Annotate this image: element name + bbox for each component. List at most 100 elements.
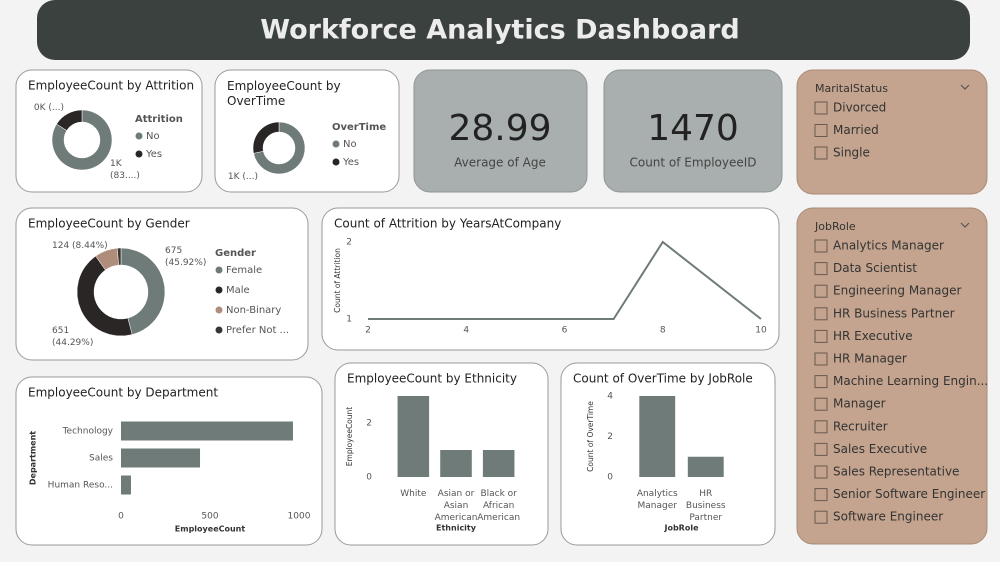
- x-axis-label: EmployeeCount: [175, 525, 246, 534]
- x-tick-label: Asian or Asian American: [435, 489, 478, 523]
- slicer-checkbox[interactable]: [814, 420, 828, 434]
- slicer-checkbox[interactable]: [814, 465, 828, 479]
- kpi-value: 28.99: [448, 108, 551, 149]
- slicer-item[interactable]: Data Scientist: [833, 261, 917, 275]
- legend-title: Attrition: [135, 114, 183, 125]
- bar: [121, 475, 131, 495]
- slicer-item[interactable]: Divorced: [833, 101, 886, 115]
- slicer-checkbox[interactable]: [814, 442, 828, 456]
- legend-label: Non-Binary: [226, 305, 281, 316]
- header-bar: [37, 0, 970, 60]
- slicer-item[interactable]: Machine Learning Engin...: [833, 374, 988, 388]
- y-axis-label: Count of OverTime: [586, 401, 595, 472]
- bar: [397, 396, 430, 477]
- chart-title: EmployeeCount by OverTime: [227, 79, 341, 108]
- legend-swatch: [135, 150, 143, 158]
- y-axis-label: EmployeeCount: [345, 407, 354, 466]
- chart-title: Count of OverTime by JobRole: [573, 372, 753, 386]
- y-tick-label: 2: [366, 419, 372, 429]
- x-tick-label: Black or African American: [477, 489, 520, 523]
- kpi-label: Average of Age: [454, 156, 546, 170]
- slicer-item[interactable]: Analytics Manager: [833, 239, 944, 253]
- donut-slice: [116, 247, 122, 266]
- donut-slice: [56, 109, 83, 131]
- data-label: 1K (83....): [110, 159, 140, 181]
- x-tick-label: White: [400, 489, 427, 499]
- y-axis-label: Count of Attrition: [333, 248, 342, 313]
- slicer-item[interactable]: HR Business Partner: [833, 306, 955, 320]
- slicer-item[interactable]: Engineering Manager: [833, 284, 961, 298]
- slicer-item[interactable]: Married: [833, 123, 879, 137]
- slicer-checkbox[interactable]: [814, 329, 828, 343]
- slicer-checkbox[interactable]: [814, 124, 828, 137]
- slicer-chevron[interactable]: [960, 84, 970, 90]
- x-tick-label: HR Business Partner: [686, 489, 726, 523]
- legend-label: Yes: [145, 149, 162, 160]
- slicer-title: JobRole: [814, 220, 856, 233]
- y-tick-label: 4: [607, 392, 613, 402]
- kpi-label: Count of EmployeeID: [629, 156, 756, 170]
- legend-label: Male: [226, 285, 250, 296]
- slicer-item[interactable]: HR Manager: [833, 352, 907, 366]
- slicer-checkbox[interactable]: [814, 352, 828, 366]
- y-tick-label: 2: [607, 432, 613, 442]
- data-label: 124 (8.44%): [52, 241, 108, 251]
- dashboard-title: Workforce Analytics Dashboard: [260, 15, 739, 46]
- legend-swatch: [135, 132, 143, 140]
- donut-slice: [120, 247, 166, 335]
- slicer-chevron[interactable]: [960, 222, 970, 228]
- legend-swatch: [332, 158, 340, 166]
- donut-slice: [51, 109, 113, 171]
- legend-label: Yes: [342, 157, 359, 168]
- slicer-checkbox[interactable]: [814, 375, 828, 389]
- legend-swatch: [215, 326, 223, 334]
- data-label: 651 (44.29%): [52, 326, 93, 348]
- slicer-checkbox[interactable]: [814, 488, 828, 502]
- x-tick-label: 500: [201, 512, 218, 522]
- x-axis-label: Ethnicity: [436, 524, 477, 533]
- legend-swatch: [215, 286, 223, 294]
- y-tick-label: 1: [346, 315, 352, 325]
- slicer-checkbox[interactable]: [814, 307, 828, 321]
- data-label: 675 (45.92%): [165, 246, 206, 268]
- slicer-item[interactable]: Manager: [833, 397, 886, 411]
- slicer-item[interactable]: Single: [833, 146, 870, 160]
- y-tick-label: 0: [607, 473, 613, 483]
- slicer-item[interactable]: HR Executive: [833, 329, 913, 343]
- data-label: 1K (...): [228, 172, 258, 182]
- slicer-checkbox[interactable]: [814, 397, 828, 411]
- y-tick-label: Sales: [89, 454, 113, 464]
- bar: [639, 396, 676, 477]
- slicer-item[interactable]: Senior Software Engineer: [833, 487, 985, 501]
- y-tick-label: Technology: [62, 427, 114, 437]
- data-label: 0K (...): [34, 103, 64, 113]
- slicer-checkbox[interactable]: [814, 146, 828, 160]
- y-tick-label: 0: [366, 473, 372, 483]
- legend-label: No: [146, 131, 160, 142]
- chart-title: EmployeeCount by Attrition: [28, 79, 194, 93]
- slicer-checkbox[interactable]: [814, 284, 828, 298]
- kpi-card: [413, 69, 588, 193]
- x-axis-label: JobRole: [663, 524, 699, 533]
- chart-title: EmployeeCount by Gender: [28, 217, 190, 231]
- slicer-checkbox[interactable]: [814, 510, 828, 524]
- x-tick-label: Analytics Manager: [637, 489, 678, 511]
- slicer-item[interactable]: Recruiter: [833, 419, 888, 433]
- x-tick-label: 8: [660, 326, 666, 336]
- donut-slice: [253, 121, 306, 175]
- slicer-item[interactable]: Sales Executive: [833, 442, 927, 456]
- slicer-checkbox[interactable]: [814, 239, 828, 253]
- y-tick-label: Human Reso...: [48, 481, 113, 491]
- slicer-panel: [796, 69, 988, 195]
- legend-swatch: [215, 266, 223, 274]
- x-tick-label: 2: [365, 326, 371, 336]
- chart-title: Count of Attrition by YearsAtCompany: [334, 217, 561, 231]
- slicer-item[interactable]: Software Engineer: [833, 510, 943, 524]
- kpi-value: 1470: [647, 108, 739, 149]
- slicer-item[interactable]: Sales Representative: [833, 465, 959, 479]
- donut-slice: [252, 121, 280, 154]
- slicer-checkbox[interactable]: [814, 262, 828, 276]
- slicer-checkbox[interactable]: [814, 101, 828, 115]
- donut-slice: [76, 255, 133, 337]
